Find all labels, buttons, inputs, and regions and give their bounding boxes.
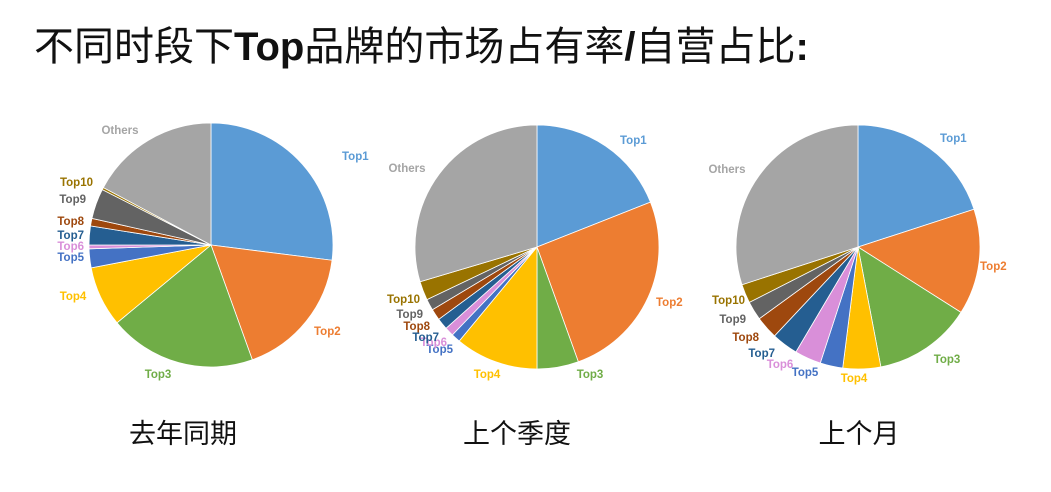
slice-label-top1: Top1 [342,151,369,163]
slice-label-others: Others [708,164,745,176]
slice-label-top6: Top6 [57,241,84,253]
slice-label-top1: Top1 [940,133,967,145]
slice-label-top9: Top9 [59,194,86,206]
chart-caption: 上个季度 [463,419,571,450]
title-bold-slash: / [624,25,636,69]
title-suffix: 自营占比 [635,24,796,70]
pie-slice-top1 [210,122,334,261]
slice-label-top10: Top10 [387,294,420,306]
slice-label-top10: Top10 [712,295,745,307]
slice-label-top1: Top1 [620,135,647,147]
slice-label-top7: Top7 [57,230,84,242]
slice-label-top9: Top9 [396,309,423,321]
slice-label-top10: Top10 [60,177,93,189]
slice-label-top5: Top5 [426,344,453,356]
pie-slice-top4 [458,245,538,370]
slice-label-top5: Top5 [792,367,819,379]
pie-slice-top2 [210,244,333,361]
chart-caption: 去年同期 [129,419,237,450]
chart-caption: 上个月 [819,419,900,450]
pie-slice-top3 [116,244,253,368]
pie-slice-others [414,124,538,283]
slice-label-top4: Top4 [60,291,87,303]
title-bold-top: Top [234,25,305,69]
slice-label-top5: Top5 [57,252,84,264]
pie-slice-top3 [857,246,962,368]
slice-label-top3: Top3 [577,369,604,381]
slice-label-top3: Top3 [145,369,172,381]
slice-label-top8: Top8 [57,216,84,228]
pie-slice-top1 [857,124,975,248]
pie-slice-others [735,124,859,286]
slice-label-top6: Top6 [420,337,447,349]
slice-label-others: Others [101,125,138,137]
pie-slice-top2 [536,201,660,363]
slice-label-top2: Top2 [656,297,683,309]
slice-label-top6: Top6 [767,359,794,371]
pie-slice-top2 [857,208,981,313]
title-bold-colon: : [795,25,809,69]
slice-label-top8: Top8 [403,321,430,333]
slice-label-others: Others [388,163,425,175]
pie-slice-top1 [536,124,651,248]
slice-label-top2: Top2 [980,261,1007,273]
title-prefix: 不同时段下 [34,24,234,70]
slice-label-top9: Top9 [719,314,746,326]
slice-label-top4: Top4 [474,369,501,381]
slice-label-top8: Top8 [732,332,759,344]
slice-label-top2: Top2 [314,326,341,338]
slice-label-top3: Top3 [934,354,961,366]
slice-label-top7: Top7 [748,348,775,360]
title-middle: 品牌的市场占有率 [304,24,625,70]
pie-slice-others [102,122,212,246]
page-title: 不同时段下Top品牌的市场占有率/自营占比: [34,14,809,72]
slice-label-top4: Top4 [841,373,868,385]
slice-label-top7: Top7 [412,332,439,344]
